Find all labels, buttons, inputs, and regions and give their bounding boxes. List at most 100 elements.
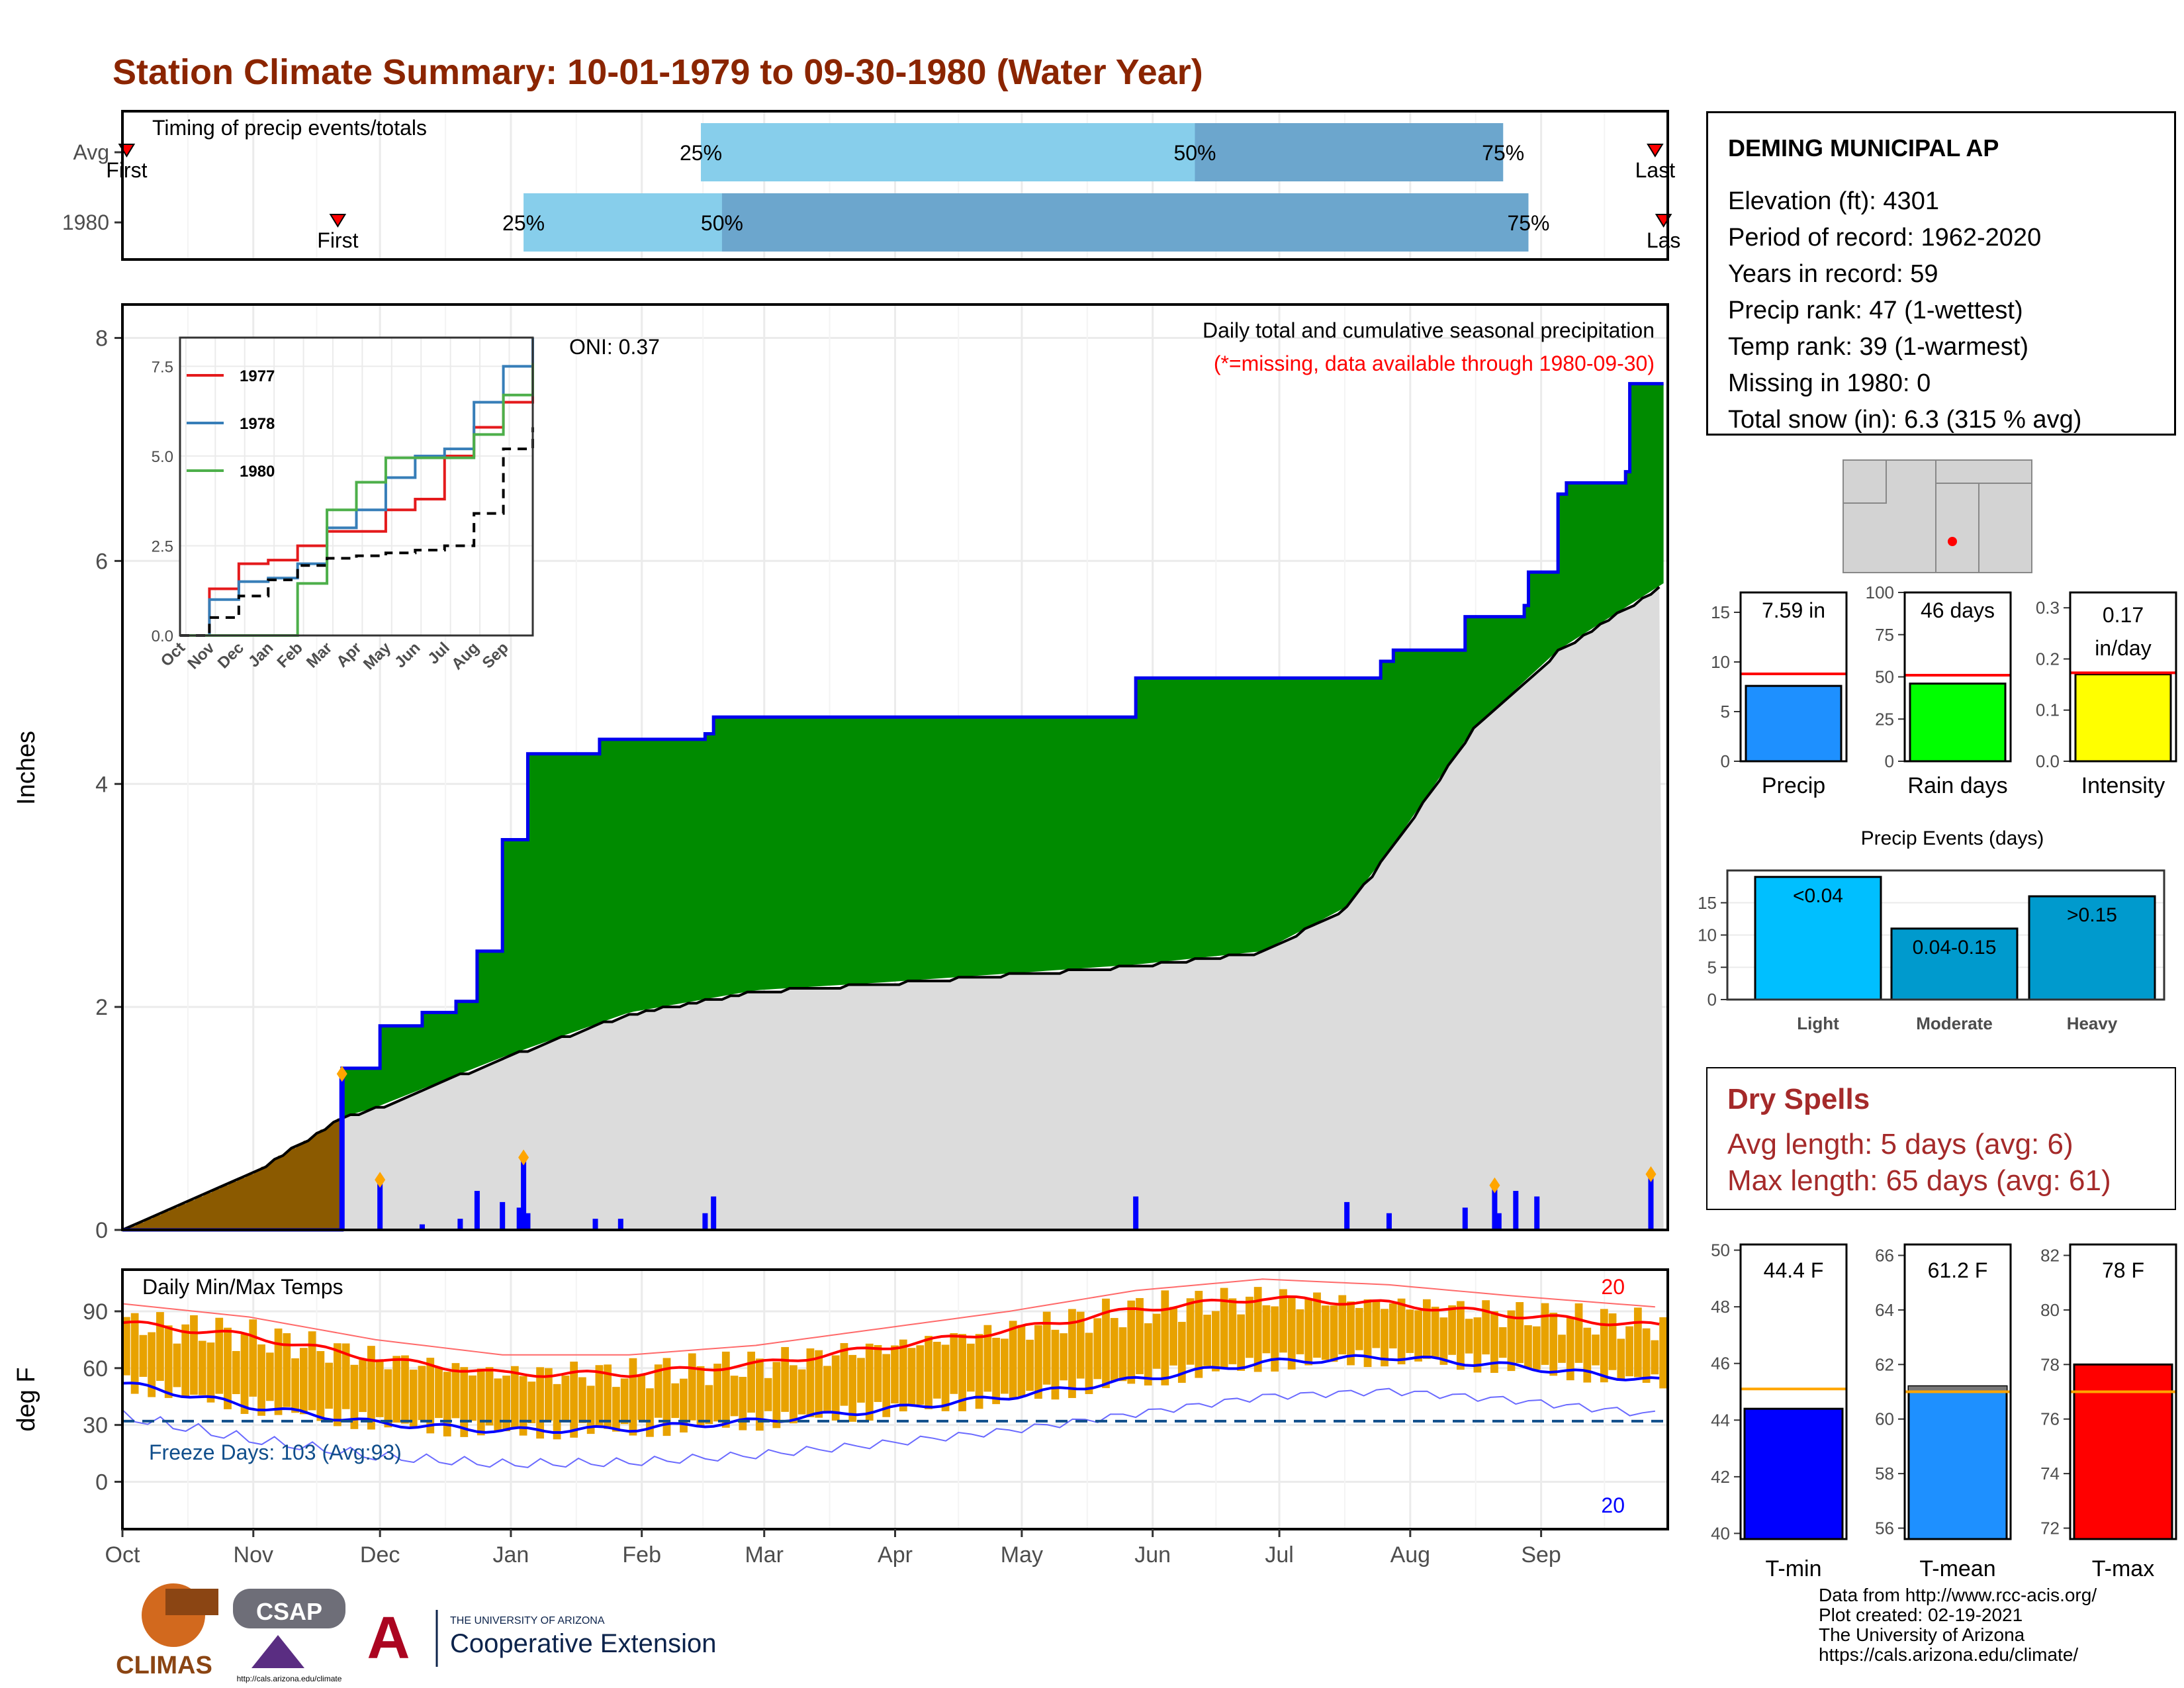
temp-range-bar-346	[1583, 1327, 1592, 1383]
daily-precip-bar-8	[525, 1213, 531, 1230]
temp-range-bar-360	[1642, 1328, 1651, 1383]
mini-bar-tick-label-2-0: 0.0	[2036, 751, 2060, 771]
temp-heading: Daily Min/Max Temps	[142, 1275, 343, 1299]
temp-bar-value-1: 61.2 F	[1928, 1258, 1988, 1282]
temp-range-bar-90	[502, 1376, 510, 1432]
timing-label-50-0: 50%	[1173, 141, 1216, 165]
temp-range-bar-276	[1287, 1295, 1296, 1370]
temp-range-bar-260	[1220, 1288, 1228, 1369]
temp-range-bar-246	[1161, 1290, 1169, 1385]
temp-range-bar-364	[1659, 1317, 1667, 1389]
temp-range-bar-238	[1127, 1300, 1136, 1384]
temp-range-bar-332	[1524, 1325, 1532, 1368]
temp-range-bar-168	[831, 1355, 840, 1421]
temp-range-bar-34	[265, 1352, 274, 1401]
temp-range-bar-212	[1017, 1325, 1026, 1397]
precip-events-title: Precip Events (days)	[1861, 827, 2044, 849]
inset-ytick-0: 0.0	[152, 628, 173, 645]
temp-range-bar-26	[232, 1350, 240, 1395]
daily-precip-bar-3	[457, 1219, 463, 1230]
temp-range-bar-304	[1406, 1309, 1414, 1353]
month-label-0: Oct	[105, 1542, 140, 1568]
temp-range-bar-94	[519, 1376, 527, 1436]
temp-range-bar-282	[1313, 1292, 1321, 1358]
inset-legend-label-2: 1980	[240, 463, 275, 481]
temp-range-bar-134	[688, 1353, 696, 1421]
temp-range-bar-224	[1068, 1309, 1076, 1398]
temp-range-bar-244	[1152, 1313, 1161, 1369]
temp-range-bar-306	[1414, 1310, 1422, 1362]
inset-xtick-7: May	[360, 639, 395, 674]
temp-range-bar-50	[333, 1343, 341, 1427]
temp-range-bar-298	[1381, 1309, 1388, 1367]
temp-range-bar-178	[874, 1344, 882, 1402]
temp-bar-label-1: T-mean	[1919, 1556, 1995, 1581]
temp-ytick-label-2: 60	[83, 1356, 108, 1382]
temp-range-bar-326	[1498, 1327, 1507, 1358]
temp-range-bar-124	[646, 1388, 654, 1437]
inset-legend-label-0: 1977	[240, 367, 275, 385]
temp-range-bar-54	[350, 1364, 359, 1429]
climas-logo-text: CLIMAS	[116, 1652, 212, 1679]
timing-row-label-1: 1980	[62, 211, 109, 234]
temp-range-bar-316	[1457, 1301, 1465, 1370]
temp-range-bar-236	[1118, 1327, 1127, 1382]
precip-events-bar-1	[1890, 927, 2019, 1001]
temp-range-bar-28	[240, 1334, 249, 1414]
temp-range-bar-186	[907, 1348, 916, 1407]
precip-events-tick-label-3: 15	[1698, 893, 1717, 913]
temp-range-bar-40	[291, 1358, 299, 1413]
main-ytick-label-4: 4	[95, 772, 108, 797]
observed-cumulative-line	[122, 382, 1664, 1232]
daily-precip-bar-13	[1133, 1196, 1139, 1230]
temp-range-bar-252	[1186, 1298, 1195, 1365]
mini-bar-tick-label-1-2: 50	[1875, 667, 1894, 687]
precip-events-bar-2	[2028, 895, 2156, 1001]
temp-bar-0	[1743, 1407, 1844, 1540]
temp-bar-2	[2073, 1363, 2173, 1540]
daily-precip-bar-18	[1496, 1213, 1502, 1230]
temp-range-bar-162	[806, 1348, 815, 1417]
daily-precip-bar-11	[702, 1213, 708, 1230]
timing-last-marker-0	[1647, 144, 1664, 158]
temp-bar-tick-label-1-4: 64	[1875, 1300, 1894, 1320]
temp-range-bar-310	[1431, 1307, 1439, 1358]
dry-spells-title: Dry Spells	[1727, 1083, 1870, 1115]
temp-range-bar-294	[1363, 1299, 1372, 1368]
temp-bar-tick-label-0-4: 48	[1711, 1297, 1730, 1317]
temp-range-bar-204	[983, 1325, 992, 1392]
temp-range-bar-320	[1473, 1317, 1482, 1373]
temp-range-bar-16	[190, 1315, 198, 1395]
temp-range-bar-148	[747, 1351, 755, 1413]
temp-range-bar-38	[283, 1333, 291, 1407]
temp-bar-tick-label-2-2: 76	[2040, 1409, 2060, 1429]
temp-range-bar-362	[1651, 1340, 1659, 1375]
temp-range-bar-122	[637, 1374, 646, 1421]
daily-precip-bar-20	[1534, 1196, 1540, 1230]
temp-range-bar-84	[477, 1368, 485, 1436]
temp-range-bar-220	[1051, 1329, 1060, 1400]
month-label-7: May	[1001, 1542, 1043, 1568]
precip-events-bar-0	[1754, 876, 1882, 1001]
inset-xtick-3: Jan	[245, 639, 277, 671]
main-ytick-label-0: 0	[95, 1218, 108, 1243]
temp-range-bar-354	[1617, 1338, 1625, 1381]
temp-range-bar-0	[122, 1317, 130, 1376]
temp-range-bar-268	[1253, 1287, 1262, 1372]
mini-bar-value-0: 7.59 in	[1762, 598, 1825, 622]
missing-note: (*=missing, data available through 1980-…	[1214, 352, 1655, 375]
mini-bar-value-1: 46 days	[1921, 598, 1995, 622]
timing-first-label-0: First	[106, 158, 147, 182]
temp-bar-tick-label-0-3: 46	[1711, 1354, 1730, 1374]
record-low-count: 20	[1601, 1493, 1625, 1517]
temp-bar-tick-label-2-0: 72	[2040, 1519, 2060, 1538]
temp-range-bar-262	[1228, 1298, 1237, 1364]
temp-range-bar-138	[705, 1385, 713, 1425]
daily-precip-bar-1	[377, 1180, 383, 1230]
mini-bar-label-1: Rain days	[1907, 773, 2007, 798]
temp-range-bar-14	[181, 1324, 190, 1397]
mini-bar-value-unit-2: in/day	[2095, 636, 2151, 660]
avg-cumulative-area	[122, 586, 1664, 1230]
temp-bar-tick-label-0-0: 40	[1711, 1523, 1730, 1543]
